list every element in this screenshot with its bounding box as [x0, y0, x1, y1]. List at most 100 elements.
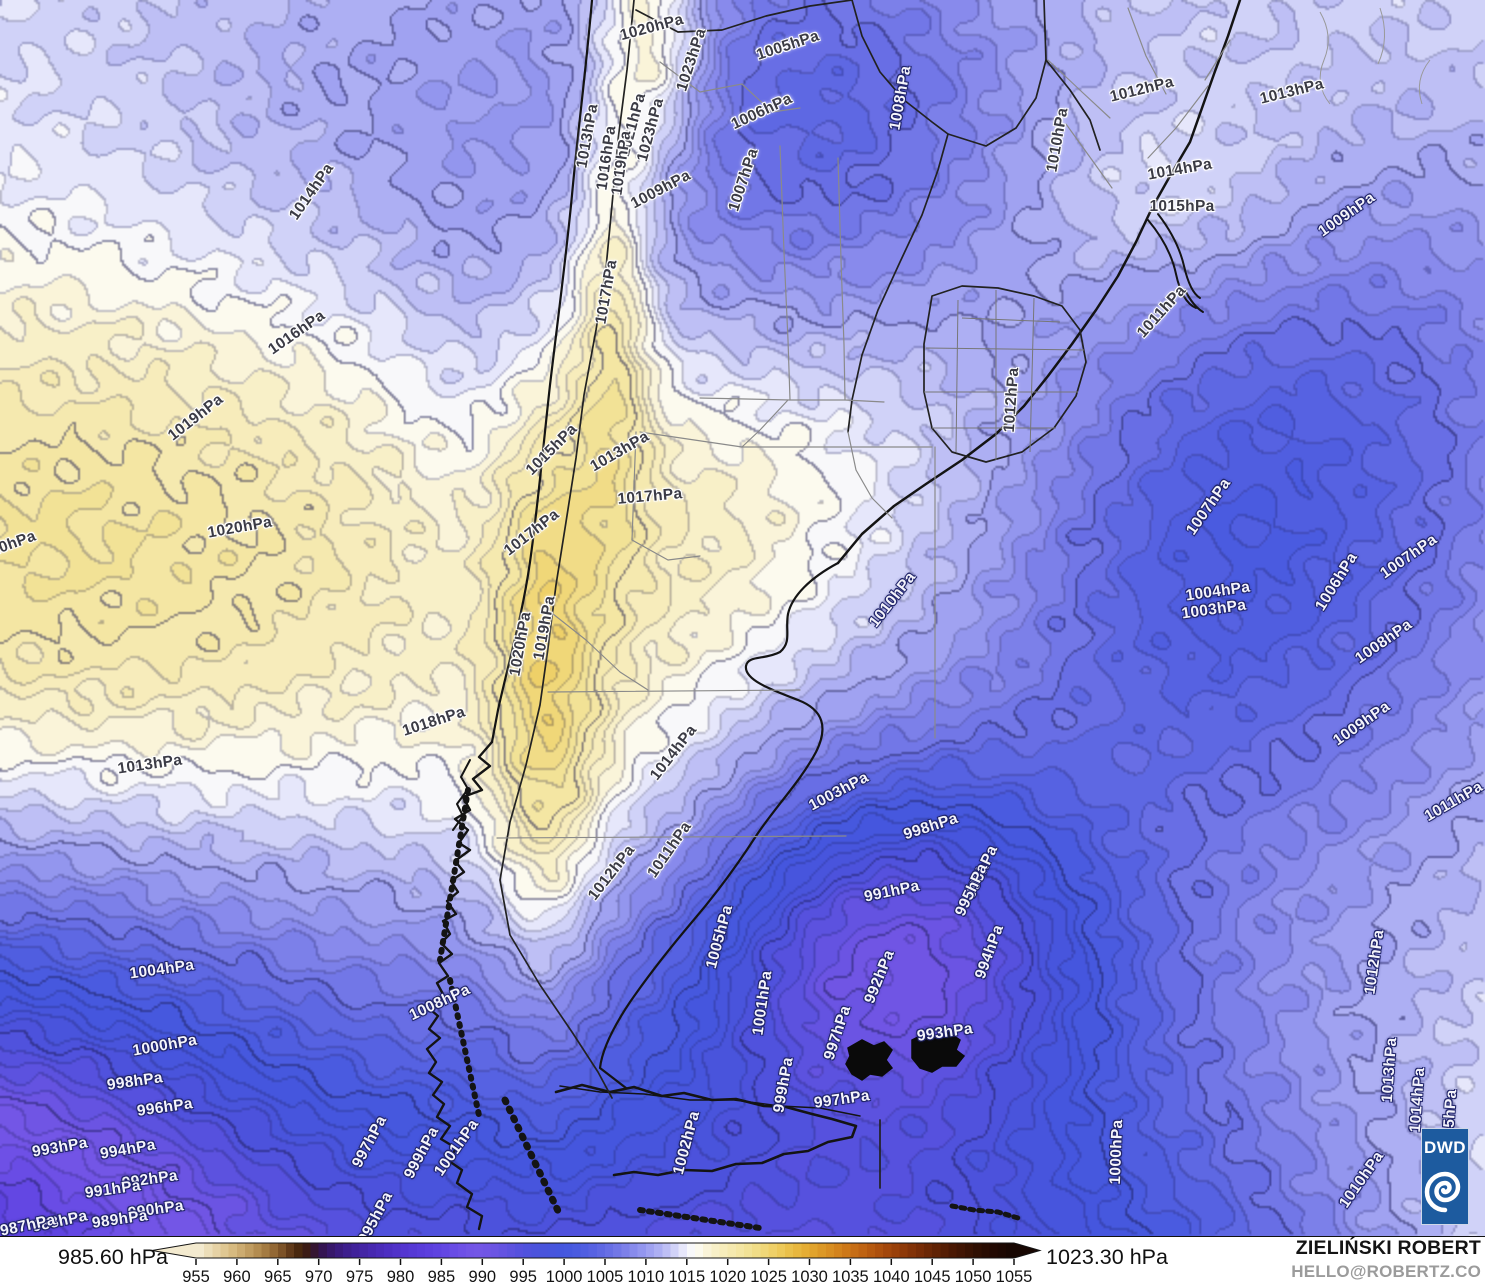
isobar-label: 1008hPa [1352, 615, 1416, 668]
isobar-label: 1006hPa [728, 90, 795, 133]
misiones-border [1045, 59, 1101, 151]
isobar-label: 1010hPa [1335, 1148, 1388, 1212]
svg-text:1010: 1010 [628, 1268, 665, 1286]
pressure-field-canvas [0, 0, 1485, 1236]
chile-argentina-border [499, 0, 635, 1099]
svg-text:970: 970 [305, 1268, 333, 1286]
archipelago-dots-2 [447, 977, 483, 1123]
archipelago-dots-3 [501, 1096, 564, 1219]
isobar-label: 1005hPa [754, 27, 822, 64]
falkland-east-island [911, 1031, 966, 1073]
isobar-label: 1011hPa [644, 818, 695, 881]
isobar-label: 1009hPa [628, 166, 694, 213]
isobar-label: 1020hPa [506, 610, 535, 678]
svg-text:1000: 1000 [546, 1268, 583, 1286]
isobar-label: 1020hPa [206, 513, 274, 542]
isobar-label: 993hPa [30, 1134, 90, 1161]
falkland-west-island [845, 1039, 894, 1081]
isobar-label: 997hPa [348, 1113, 391, 1171]
isobar-label: 1011hPa [1421, 778, 1485, 825]
colorbar: 955 960 965 970 975 980 985 990 995 1000 1005 1010 1… [151, 1242, 1042, 1286]
pressure-map: 1014hPa 1016hPa 1019hPa 1020hPa 1020hPa 1013h… [0, 0, 1485, 1237]
tierra-del-fuego-coast [554, 1083, 858, 1177]
isobar-label: 1004hPa [128, 956, 196, 983]
colorbar-gradient-bar [151, 1242, 1042, 1259]
isobar-label: 992hPa [861, 947, 898, 1007]
dwd-logo-text: DWD [1424, 1138, 1466, 1157]
isobar-label: 1001hPa [749, 969, 776, 1037]
isobar-label: 998hPa [105, 1069, 164, 1094]
svg-text:985: 985 [428, 1268, 456, 1286]
isobar-label: 1012hPa [584, 841, 639, 904]
svg-text:1040: 1040 [873, 1268, 910, 1286]
uruguay-border [923, 285, 1087, 463]
isobar-label: 1017hPa [592, 258, 621, 326]
dwd-logo: DWD [1421, 1128, 1469, 1225]
isobar-label: 1010hPa [865, 568, 920, 631]
svg-text:1015: 1015 [668, 1268, 705, 1286]
isobar-labels: 1014hPa 1016hPa 1019hPa 1020hPa 1020hPa 1013h… [0, 11, 1485, 1237]
isobar-label: 1014hPa [285, 160, 338, 224]
credit-name: ZIELIŃSKI ROBERT [1295, 1237, 1481, 1259]
isobar-label: 997hPa [812, 1087, 871, 1112]
svg-text:1020: 1020 [709, 1268, 746, 1286]
isobar-label: 1012hPa [1108, 73, 1176, 106]
isobar-label: 1001hPa [430, 1116, 483, 1180]
isobar-label: 1018hPa [400, 703, 468, 740]
svg-text:975: 975 [346, 1268, 374, 1286]
isobar-label: 1002hPa [669, 1109, 704, 1177]
svg-text:1025: 1025 [750, 1268, 787, 1286]
isobar-label: 1007hPa [1377, 530, 1441, 583]
isobar-label: 1015hPa [522, 420, 581, 479]
isobar-label: 1019hPa [164, 390, 227, 445]
isobar-label: 1007hPa [1182, 475, 1235, 539]
svg-text:960: 960 [223, 1268, 251, 1286]
argentina-coastline [598, 561, 840, 1090]
isobar-label: 1019hPa [530, 594, 559, 662]
isobar-label: 1006hPa [1312, 549, 1362, 614]
dwd-spiral-icon [1424, 1171, 1461, 1213]
svg-text:995: 995 [509, 1268, 537, 1286]
isobar-label: 991hPa [83, 1177, 142, 1202]
colorbar-ticks: 955 960 965 970 975 980 985 990 995 1000 1005 1010 1… [182, 1259, 1032, 1286]
svg-text:1030: 1030 [791, 1268, 828, 1286]
svg-text:965: 965 [264, 1268, 292, 1286]
svg-text:990: 990 [469, 1268, 497, 1286]
svg-text:1005: 1005 [587, 1268, 624, 1286]
isobar-label: 1013hPa [116, 751, 184, 778]
svg-text:1055: 1055 [996, 1268, 1033, 1286]
geography-overlay [423, 0, 1431, 1231]
isobar-label: 1003hPa [806, 768, 872, 815]
isobar-label: 997hPa [820, 1003, 855, 1063]
isobar-label: 1000hPa [1106, 1119, 1127, 1185]
isobar-label: 989hPa [90, 1207, 149, 1232]
isobar-label: 1008hPa [406, 981, 473, 1024]
isobar-label: 1020hPa [0, 527, 39, 566]
lagoa-dos-patos-inner [1157, 213, 1201, 299]
bolivia-border [635, 0, 853, 33]
isobar-label: 1008hPa [886, 64, 915, 132]
isobar-label: 1017hPa [500, 505, 563, 560]
isobar-label: 991hPa [862, 877, 922, 906]
admin-borders [496, 7, 1231, 839]
svg-text:1045: 1045 [914, 1268, 951, 1286]
svg-text:980: 980 [387, 1268, 415, 1286]
isobar-label: 1023hPa [673, 26, 710, 94]
uruguay-departments [924, 290, 1085, 460]
rivers [1319, 7, 1431, 105]
isobar-label: 1011hPa [1133, 282, 1190, 342]
isobar-label: 1013hPa [587, 427, 653, 476]
isobar-label: 994hPa [98, 1136, 158, 1163]
isobar-label: 993hPa [915, 1020, 974, 1045]
max-pressure-label: 1023.30 hPa [1046, 1245, 1168, 1269]
isobar-label: 1000hPa [131, 1031, 199, 1060]
isla-de-los-estados [949, 1203, 1021, 1221]
isobar-label: 1014hPa [1146, 155, 1214, 184]
brazil-coastline [836, 0, 1242, 565]
lagoa-mirim [1184, 289, 1204, 313]
min-pressure-label: 985.60 hPa [58, 1245, 168, 1269]
isobar-label: 1005hPa [702, 903, 737, 971]
isobar-label: 995hPa [354, 1189, 397, 1237]
svg-text:955: 955 [182, 1268, 210, 1286]
